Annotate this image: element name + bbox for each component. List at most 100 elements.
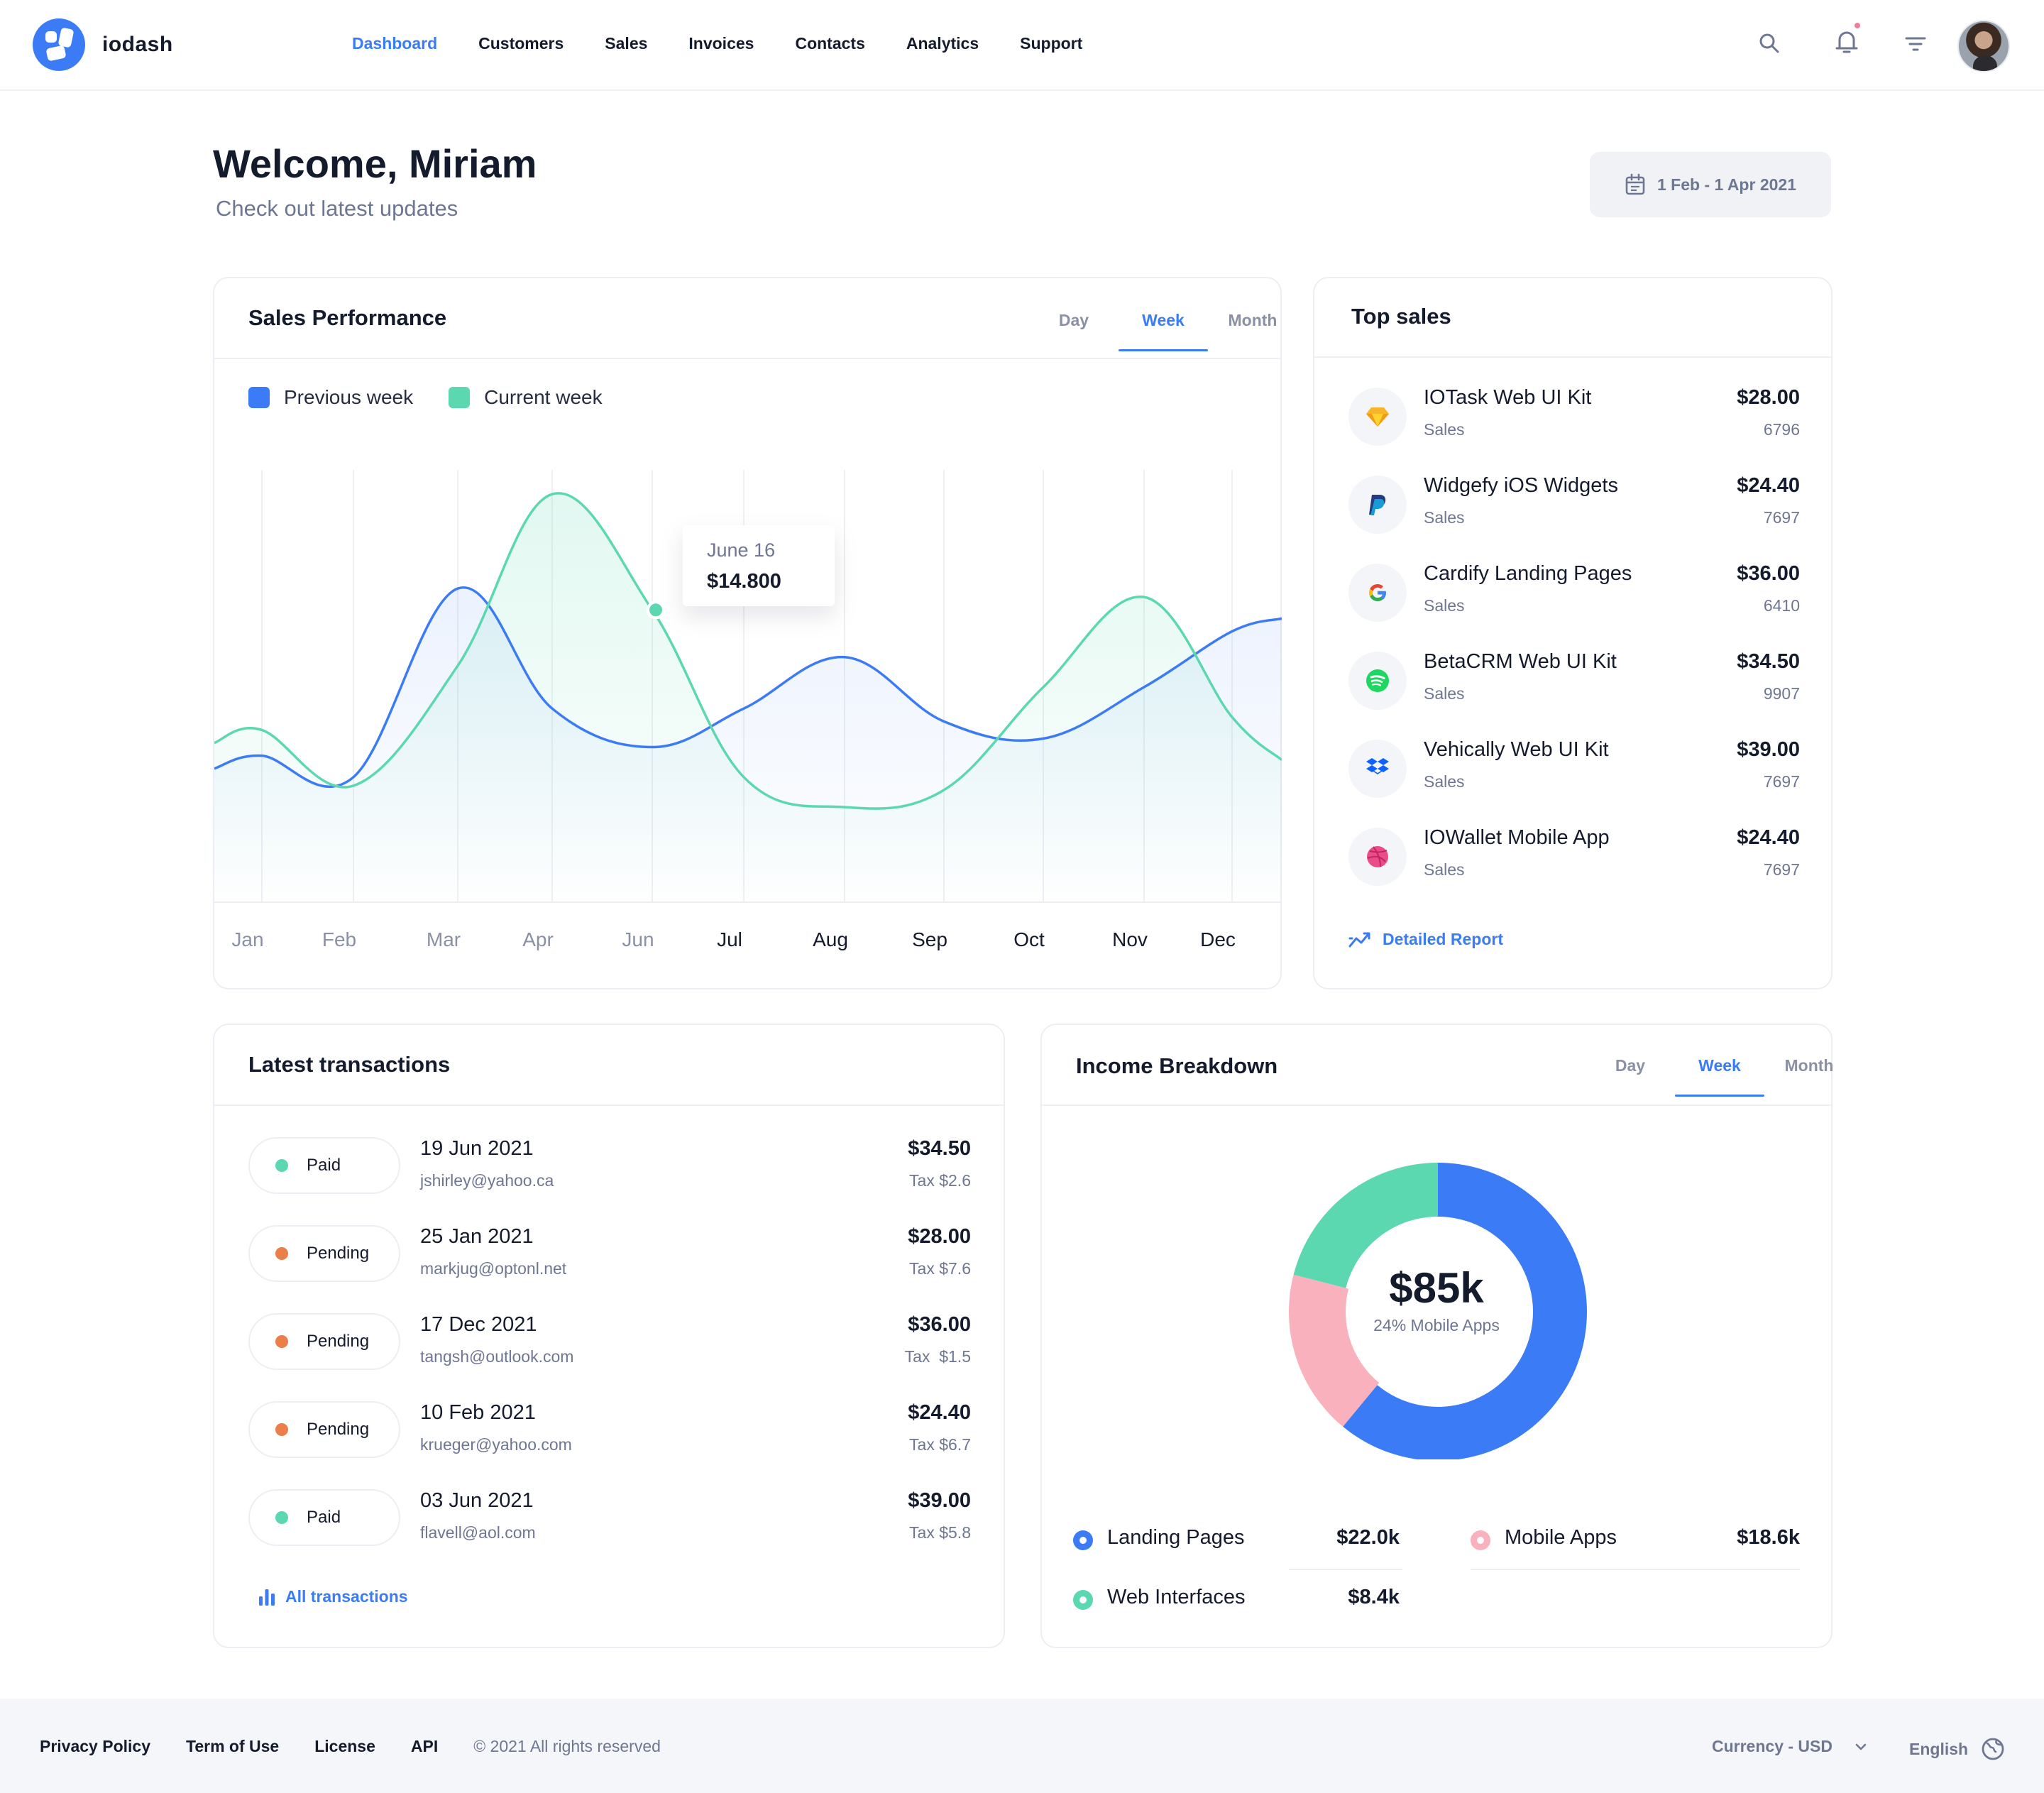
tab-day[interactable]: Day [1615,1056,1646,1075]
sale-price: $24.40 [1737,826,1800,849]
transaction-amount: $34.50 [908,1137,971,1160]
nav-item-dashboard[interactable]: Dashboard [352,34,438,53]
all-transactions-link[interactable]: All transactions [258,1587,408,1606]
transaction-row[interactable]: Paid 19 Jun 2021 jshirley@yahoo.ca $34.5… [248,1131,971,1210]
sales-performance-title: Sales Performance [248,305,447,330]
filter-icon[interactable] [1903,35,1928,54]
footer-link-terms[interactable]: Term of Use [186,1737,280,1755]
tab-week[interactable]: Week [1675,1056,1764,1097]
tab-month[interactable]: Month [1228,311,1278,329]
donut-segment-mobile-apps[interactable] [1289,1274,1380,1427]
dropbox-icon [1348,740,1407,798]
top-sale-item[interactable]: Vehically Web UI Kit Sales $39.00 7697 [1348,733,1800,811]
chart-x-axis: Jan Feb Mar Apr Jun Jul Aug Sep Oct Nov Dec [214,928,1282,957]
donut-segment-landing-pages[interactable] [1343,1163,1587,1459]
income-value: $18.6k [1737,1526,1800,1549]
footer-link-api[interactable]: API [410,1737,439,1755]
chart-legend: Previous week Current week [248,386,638,409]
language-selector[interactable]: English [1909,1737,2005,1761]
sale-count: 7697 [1763,860,1800,879]
donut-total: $85k [1389,1264,1484,1312]
top-sale-item[interactable]: Widgefy iOS Widgets Sales $24.40 7697 [1348,468,1800,547]
detailed-report-link[interactable]: Detailed Report [1348,930,1503,949]
top-sale-item[interactable]: Cardify Landing Pages Sales $36.00 6410 [1348,556,1800,635]
series-line-current-week[interactable] [214,492,1282,810]
status-dot [275,1335,288,1348]
donut-segment-web-interfaces[interactable] [1293,1163,1438,1288]
income-legend-mobile-apps[interactable]: Mobile Apps $18.6k [1471,1522,1800,1557]
user-avatar[interactable] [1957,20,2010,72]
tab-month[interactable]: Month [1784,1056,1834,1075]
sale-price: $28.00 [1737,386,1800,409]
legend-swatch-current [449,387,471,408]
top-sale-item[interactable]: IOTask Web UI Kit Sales $28.00 6796 [1348,380,1800,459]
top-sale-item[interactable]: IOWallet Mobile App Sales $24.40 7697 [1348,821,1800,899]
nav-item-sales[interactable]: Sales [605,34,648,53]
divider [1471,1569,1800,1570]
card-divider [1314,356,1831,358]
x-tick-label: Mar [426,928,461,950]
income-label: Web Interfaces [1107,1586,1246,1608]
globe-icon [1982,1738,2004,1760]
chart-axis-divider [214,901,1280,903]
top-sales-card: Top sales IOTask Web UI Kit Sales $28.00… [1313,277,1833,989]
tooltip-value: $14.800 [707,570,781,593]
nav-item-analytics[interactable]: Analytics [906,34,979,53]
tab-week[interactable]: Week [1119,311,1208,351]
transaction-tax: Tax $6.7 [909,1435,971,1454]
sale-name: IOTask Web UI Kit [1424,386,1592,409]
google-icon [1348,564,1407,622]
transaction-email: krueger@yahoo.com [420,1435,572,1454]
legend-item-current[interactable]: Current week [449,386,603,409]
legend-bullet [1073,1590,1093,1610]
sale-count: 7697 [1763,772,1800,791]
bell-icon[interactable] [1830,21,1861,58]
status-badge: Pending [248,1225,400,1282]
nav-item-customers[interactable]: Customers [478,34,564,53]
sale-sub: Sales [1424,420,1465,439]
main-nav: Dashboard Customers Sales Invoices Conta… [352,34,1123,53]
transactions-card: Latest transactions Paid 19 Jun 2021 jsh… [213,1024,1005,1648]
currency-selector[interactable]: Currency - USD [1712,1737,1868,1756]
status-label: Pending [307,1244,370,1263]
search-icon[interactable] [1757,31,1781,55]
status-badge: Paid [248,1137,400,1194]
sales-performance-tabs: Day Week Month [1029,311,1297,351]
nav-item-invoices[interactable]: Invoices [688,34,754,53]
sale-name: Widgefy iOS Widgets [1424,474,1618,497]
transaction-amount: $36.00 [908,1313,971,1336]
language-label: English [1909,1739,1969,1758]
transaction-amount: $28.00 [908,1225,971,1248]
transaction-email: flavell@aol.com [420,1523,536,1542]
x-tick-label: Jan [231,928,264,950]
series-line-previous-week[interactable] [214,586,1282,789]
brand-logo[interactable]: iodash [33,18,173,71]
x-tick-label: Jul [717,928,742,950]
x-tick-label: Aug [813,928,848,950]
legend-item-previous[interactable]: Previous week [248,386,413,409]
footer-link-license[interactable]: License [314,1737,375,1755]
income-legend-web-interfaces[interactable]: Web Interfaces $8.4k [1073,1581,1400,1617]
tab-day[interactable]: Day [1058,311,1089,329]
nav-item-support[interactable]: Support [1020,34,1083,53]
page-title: Welcome, Miriam [213,141,537,186]
transaction-row[interactable]: Pending 17 Dec 2021 tangsh@outlook.com $… [248,1307,971,1386]
transaction-row[interactable]: Pending 25 Jan 2021 markjug@optonl.net $… [248,1219,971,1298]
top-navbar: iodash Dashboard Customers Sales Invoice… [0,0,2044,91]
sale-count: 6796 [1763,420,1800,439]
legend-label-previous: Previous week [284,386,414,408]
x-tick-label: Jun [622,928,654,950]
nav-item-contacts[interactable]: Contacts [795,34,865,53]
income-label: Landing Pages [1107,1526,1245,1549]
highlight-point[interactable] [647,601,665,620]
transaction-row[interactable]: Paid 03 Jun 2021 flavell@aol.com $39.00 … [248,1484,971,1562]
income-donut-chart[interactable] [1260,1154,1615,1459]
transaction-row[interactable]: Pending 10 Feb 2021 krueger@yahoo.com $2… [248,1396,971,1474]
footer-link-privacy[interactable]: Privacy Policy [40,1737,150,1755]
top-sale-item[interactable]: BetaCRM Web UI Kit Sales $34.50 9907 [1348,645,1800,723]
status-dot [275,1423,288,1436]
date-range-button[interactable]: 1 Feb - 1 Apr 2021 [1590,152,1831,217]
income-legend-landing-pages[interactable]: Landing Pages $22.0k [1073,1522,1400,1557]
sales-performance-chart[interactable]: June 16 $14.800 [214,456,1282,910]
sales-performance-card: Sales Performance Day Week Month Previou… [213,277,1282,989]
